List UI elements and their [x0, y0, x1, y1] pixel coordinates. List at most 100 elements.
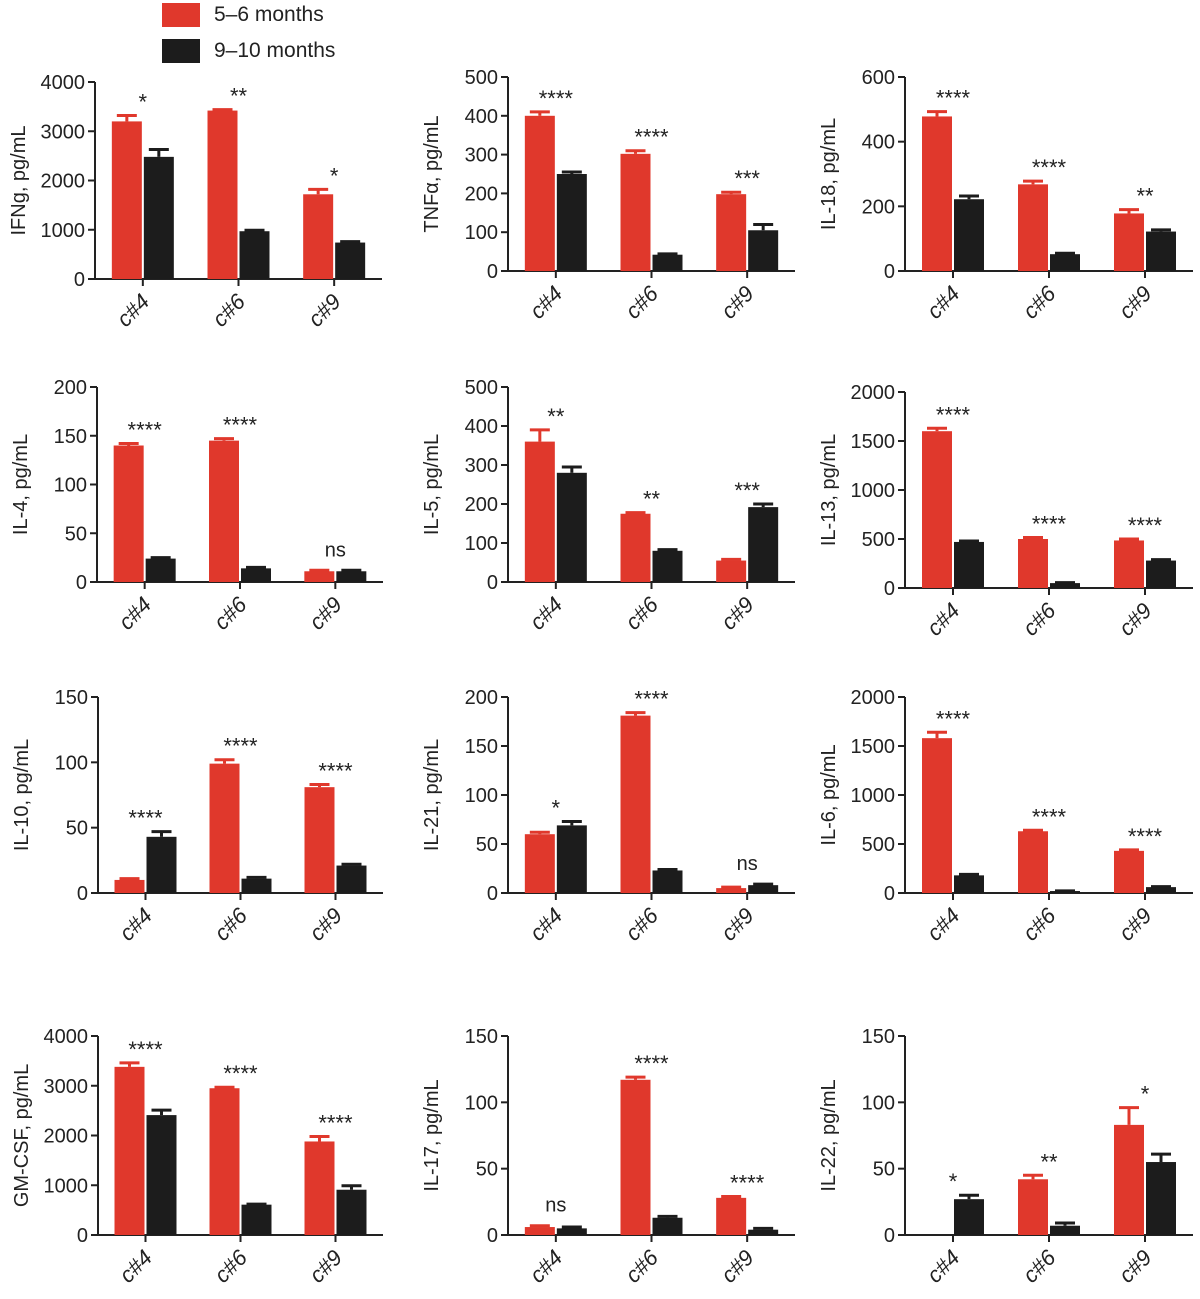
y-tick-label: 1000 — [851, 785, 896, 807]
bar-series1-c#4 — [524, 115, 555, 271]
x-tick-label: c#4 — [922, 903, 965, 946]
significance-label: * — [949, 1169, 958, 1194]
bar-series2-c#9 — [748, 230, 779, 271]
bar-series1-c#9 — [304, 1141, 335, 1235]
bar-series2-c#4 — [556, 472, 587, 582]
x-tick-label: c#9 — [303, 289, 346, 332]
x-tick-label: c#4 — [113, 592, 156, 635]
y-tick-label: 50 — [65, 523, 87, 545]
y-tick-label: 1500 — [851, 431, 896, 453]
bar-series2-c#9 — [1146, 231, 1176, 271]
y-axis-label: IL-13, pg/mL — [818, 434, 840, 546]
x-tick-label: c#6 — [209, 1244, 252, 1287]
significance-label: **** — [1032, 804, 1067, 829]
y-tick-label: 200 — [862, 196, 895, 218]
significance-label: *** — [734, 166, 760, 191]
y-tick-label: 0 — [884, 261, 895, 283]
x-tick-label: c#4 — [525, 281, 568, 324]
x-tick-label: c#9 — [716, 903, 759, 946]
x-tick-label: c#6 — [209, 591, 252, 634]
bar-series1-c#6 — [620, 715, 651, 893]
x-tick-label: c#6 — [1018, 1244, 1061, 1287]
bar-series2-c#6 — [1050, 583, 1080, 588]
y-axis-label: IL-6, pg/mL — [818, 744, 840, 845]
x-tick-label: c#9 — [1114, 598, 1157, 641]
x-tick-label: c#4 — [114, 903, 157, 946]
bar-series2-c#6 — [652, 550, 683, 582]
y-tick-label: 4000 — [44, 1026, 89, 1048]
bar-series2-c#9 — [1146, 560, 1176, 588]
bar-series1-c#9 — [303, 194, 334, 279]
bar-series1-c#6 — [620, 1079, 651, 1235]
bar-series1-c#6 — [1018, 1179, 1048, 1235]
y-tick-label: 0 — [77, 883, 88, 905]
y-tick-label: 2000 — [851, 687, 896, 709]
chart-panel-2: 0 200 400 600 IL-18, pg/mL **** c#4 **** c#6 ** c#… — [818, 67, 1193, 324]
y-tick-label: 1000 — [851, 480, 896, 502]
y-tick-label: 0 — [487, 1225, 498, 1247]
significance-label: * — [1141, 1082, 1150, 1107]
bar-series1-c#9 — [304, 571, 335, 582]
y-tick-label: 200 — [54, 377, 87, 399]
y-tick-label: 200 — [465, 183, 498, 205]
y-tick-label: 100 — [465, 785, 498, 807]
bar-series1-c#4 — [524, 1227, 555, 1235]
y-tick-label: 3000 — [44, 1076, 89, 1098]
chart-panel-5: 0 500 1000 1500 2000 IL-13, pg/mL **** c#4 **** c… — [818, 382, 1193, 641]
significance-label: ** — [1136, 184, 1154, 209]
bar-series2-c#4 — [556, 1228, 587, 1235]
x-tick-label: c#4 — [525, 1245, 568, 1288]
x-tick-label: c#4 — [922, 1245, 965, 1288]
bar-series2-c#9 — [748, 507, 779, 582]
legend-item-series1: 5–6 months — [162, 0, 324, 30]
bar-series2-c#4 — [954, 1199, 984, 1235]
bar-series1-c#4 — [922, 738, 952, 893]
bar-series2-c#4 — [556, 825, 587, 893]
bar-series1-c#4 — [114, 1066, 145, 1235]
legend-label-series1: 5–6 months — [214, 3, 324, 26]
significance-label: ns — [545, 1195, 566, 1217]
x-tick-label: c#9 — [1114, 1245, 1157, 1288]
chart-panel-11: 0 50 100 150 IL-22, pg/mL * c#4 ** c#6 * c#9 — [818, 1026, 1193, 1288]
bar-series2-c#9 — [748, 885, 779, 893]
y-axis-label: IFNg, pg/mL — [8, 125, 30, 235]
y-tick-label: 1500 — [851, 736, 896, 758]
bar-series1-c#4 — [113, 445, 144, 582]
significance-label: *** — [734, 478, 760, 503]
significance-label: **** — [539, 86, 574, 111]
bar-series1-c#6 — [1018, 184, 1048, 271]
x-tick-label: c#6 — [620, 902, 663, 945]
y-tick-label: 50 — [476, 834, 498, 856]
bar-series2-c#6 — [1050, 254, 1080, 271]
x-tick-label: c#6 — [1018, 280, 1061, 323]
bar-series2-c#9 — [336, 1189, 367, 1235]
significance-label: **** — [1128, 513, 1163, 538]
y-tick-label: 100 — [55, 752, 88, 774]
legend-item-series2: 9–10 months — [162, 36, 335, 66]
x-tick-label: c#9 — [1114, 903, 1157, 946]
legend-swatch-series2 — [162, 39, 200, 63]
bar-series2-c#6 — [1050, 1225, 1080, 1235]
y-tick-label: 4000 — [41, 72, 86, 94]
x-tick-label: c#4 — [114, 1245, 157, 1288]
y-tick-label: 600 — [862, 67, 895, 89]
y-tick-label: 0 — [487, 572, 498, 594]
bar-series2-c#4 — [146, 836, 177, 893]
bar-series1-c#9 — [716, 560, 747, 582]
bar-series2-c#6 — [241, 568, 271, 582]
significance-label: ns — [325, 539, 346, 561]
bar-series1-c#9 — [1114, 850, 1144, 893]
legend-swatch-series1 — [162, 3, 200, 27]
y-tick-label: 2000 — [44, 1126, 89, 1148]
significance-label: **** — [1128, 824, 1163, 849]
y-tick-label: 1000 — [44, 1175, 89, 1197]
bar-series2-c#9 — [335, 242, 366, 279]
x-tick-label: c#4 — [922, 598, 965, 641]
y-axis-label: IL-18, pg/mL — [818, 118, 840, 230]
significance-label: ** — [230, 84, 248, 109]
x-tick-label: c#6 — [1018, 597, 1061, 640]
bar-series1-c#4 — [524, 834, 555, 893]
x-tick-label: c#6 — [620, 1244, 663, 1287]
significance-label: **** — [936, 706, 971, 731]
significance-label: * — [552, 795, 561, 820]
